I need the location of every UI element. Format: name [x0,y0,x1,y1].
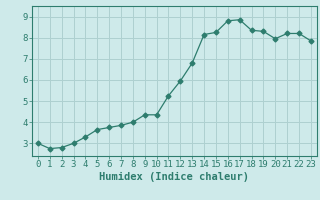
X-axis label: Humidex (Indice chaleur): Humidex (Indice chaleur) [100,172,249,182]
